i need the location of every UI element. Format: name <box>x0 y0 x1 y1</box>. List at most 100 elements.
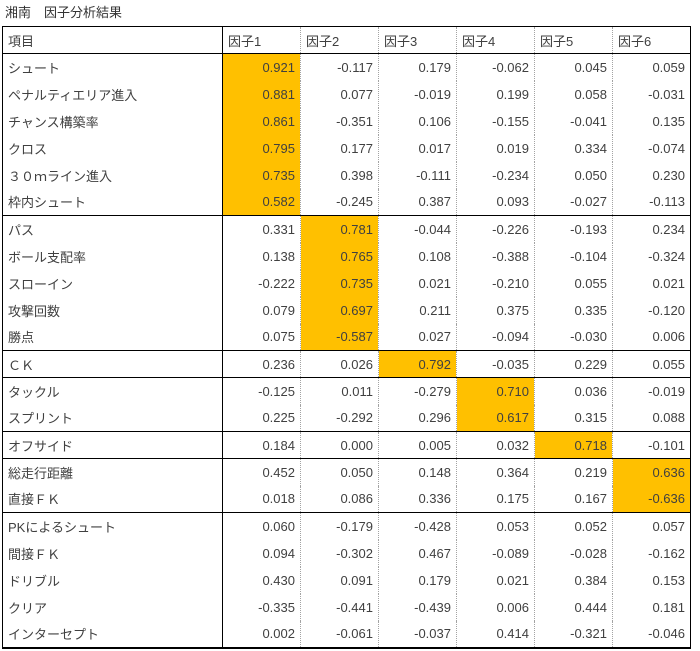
value-cell: -0.155 <box>456 107 535 135</box>
row-label: 枠内シュート <box>2 188 223 216</box>
table-row: ペナルティエリア進入 0.881 0.077 -0.019 0.199 0.058 -0.0… <box>3 80 691 108</box>
value-cell: -0.439 <box>378 593 457 621</box>
value-cell: -0.019 <box>378 80 457 108</box>
value-cell: -0.321 <box>534 620 613 648</box>
row-label: 直接ＦＫ <box>2 485 223 513</box>
value-cell: 0.335 <box>534 296 613 324</box>
value-cell: 0.181 <box>612 593 691 621</box>
value-cell: -0.028 <box>534 539 613 567</box>
value-cell-highlighted: 0.582 <box>222 188 301 216</box>
value-cell: 0.021 <box>378 269 457 297</box>
value-cell: -0.179 <box>300 512 379 540</box>
table-row: パス 0.331 0.781 -0.044 -0.226 -0.193 0.234 <box>3 215 691 243</box>
value-cell: 0.331 <box>222 215 301 243</box>
value-cell: 0.021 <box>612 269 691 297</box>
value-cell: -0.335 <box>222 593 301 621</box>
table-row: 勝点 0.075 -0.587 0.027 -0.094 -0.030 0.006 <box>2 323 691 351</box>
row-label: クリア <box>8 600 48 616</box>
value-cell: 0.225 <box>222 404 301 432</box>
value-cell: 0.021 <box>456 566 535 594</box>
value-cell: 0.075 <box>222 323 301 351</box>
header-row: 項目 因子1 因子2 因子3 因子4 因子5 因子6 <box>2 26 691 54</box>
value-cell: 0.236 <box>222 350 301 378</box>
value-cell: -0.125 <box>222 377 301 405</box>
value-cell: 0.430 <box>222 566 301 594</box>
table-row: オフサイド 0.184 0.000 0.005 0.032 0.718 -0.101 <box>2 431 691 459</box>
value-cell: 0.011 <box>300 377 379 405</box>
value-cell: 0.026 <box>300 350 379 378</box>
row-label: ボール支配率 <box>8 249 87 265</box>
value-cell: -0.027 <box>534 188 613 216</box>
table-body: シュート 0.921 -0.117 0.179 -0.062 0.045 0.059 ペナルテ… <box>2 53 691 648</box>
value-cell: 0.094 <box>222 539 301 567</box>
value-cell: 0.211 <box>378 296 457 324</box>
value-cell: -0.061 <box>300 620 379 648</box>
value-cell: 0.414 <box>456 620 535 648</box>
row-label: ３０ｍライン進入 <box>8 168 113 184</box>
value-cell: -0.094 <box>456 323 535 351</box>
value-cell: 0.179 <box>378 53 457 81</box>
value-cell: -0.226 <box>456 215 535 243</box>
table-row: ボール支配率 0.138 0.765 0.108 -0.388 -0.104 -0.324 <box>3 242 691 270</box>
value-cell: 0.148 <box>378 458 457 486</box>
value-cell: -0.037 <box>378 620 457 648</box>
table-row: クリア -0.335 -0.441 -0.439 0.006 0.444 0.181 <box>3 593 691 621</box>
value-cell: -0.030 <box>534 323 613 351</box>
value-cell-highlighted: 0.765 <box>300 242 379 270</box>
value-cell: 0.467 <box>378 539 457 567</box>
value-cell: 0.315 <box>534 404 613 432</box>
value-cell-highlighted: 0.710 <box>456 377 535 405</box>
row-label: チャンス構築率 <box>8 114 99 130</box>
value-cell: 0.175 <box>456 485 535 513</box>
value-cell: -0.302 <box>300 539 379 567</box>
table-row: 間接ＦＫ 0.094 -0.302 0.467 -0.089 -0.028 -0.162 <box>3 539 691 567</box>
table-row: 総走行距離 0.452 0.050 0.148 0.364 0.219 0.636 <box>3 458 691 486</box>
value-cell: -0.101 <box>612 431 691 459</box>
value-cell: 0.375 <box>456 296 535 324</box>
value-cell: -0.162 <box>612 539 691 567</box>
value-cell: -0.388 <box>456 242 535 270</box>
value-cell: 0.045 <box>534 53 613 81</box>
value-cell: 0.234 <box>612 215 691 243</box>
value-cell-highlighted: 0.718 <box>534 431 613 459</box>
table-row: 枠内シュート 0.582 -0.245 0.387 0.093 -0.027 -0.113 <box>2 188 691 216</box>
value-cell-highlighted: 0.735 <box>300 269 379 297</box>
value-cell: 0.452 <box>222 458 301 486</box>
value-cell: -0.046 <box>612 620 691 648</box>
value-cell: 0.059 <box>612 53 691 81</box>
table-row: スローイン -0.222 0.735 0.021 -0.210 0.055 0.021 <box>3 269 691 297</box>
value-cell: -0.292 <box>300 404 379 432</box>
column-header-factor: 因子4 <box>456 26 535 54</box>
value-cell: 0.167 <box>534 485 613 513</box>
value-cell-highlighted: 0.921 <box>222 53 301 81</box>
row-label: タックル <box>8 384 60 400</box>
column-header-item: 項目 <box>2 26 223 54</box>
column-header-factor: 因子6 <box>612 26 691 54</box>
table-row: インターセプト 0.002 -0.061 -0.037 0.414 -0.321 -0.04… <box>2 620 691 648</box>
value-cell-highlighted: 0.617 <box>456 404 535 432</box>
value-cell: -0.245 <box>300 188 379 216</box>
value-cell: 0.053 <box>456 512 535 540</box>
value-cell-highlighted: 0.861 <box>222 107 301 135</box>
value-cell: 0.108 <box>378 242 457 270</box>
page-title: 湘南 因子分析結果 <box>5 5 123 20</box>
value-cell: 0.000 <box>300 431 379 459</box>
value-cell: -0.234 <box>456 161 535 189</box>
value-cell: 0.219 <box>534 458 613 486</box>
value-cell: -0.104 <box>534 242 613 270</box>
column-header-factor: 因子3 <box>378 26 457 54</box>
value-cell-highlighted: -0.587 <box>300 323 379 351</box>
value-cell: -0.089 <box>456 539 535 567</box>
value-cell: 0.135 <box>612 107 691 135</box>
value-cell: -0.113 <box>612 188 691 216</box>
value-cell: 0.364 <box>456 458 535 486</box>
row-label: ＣＫ <box>2 350 223 378</box>
value-cell: 0.093 <box>456 188 535 216</box>
value-cell-highlighted: -0.636 <box>612 485 691 513</box>
value-cell: 0.138 <box>222 242 301 270</box>
value-cell: 0.398 <box>300 161 379 189</box>
value-cell: -0.074 <box>612 134 691 162</box>
value-cell: 0.184 <box>222 431 301 459</box>
row-label: ペナルティエリア進入 <box>8 87 138 103</box>
value-cell: -0.324 <box>612 242 691 270</box>
